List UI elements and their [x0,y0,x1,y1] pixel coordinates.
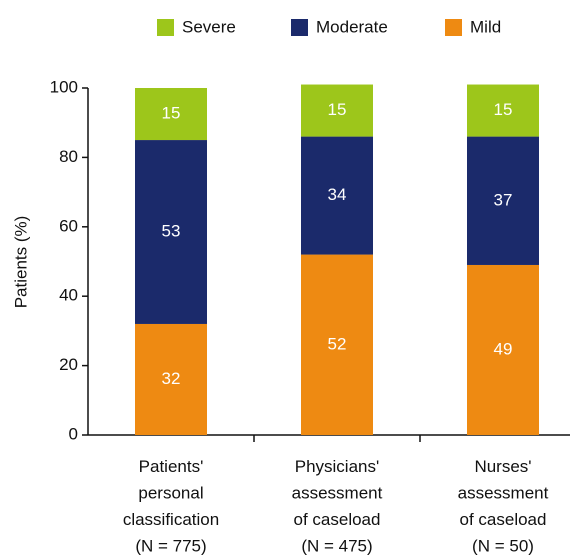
y-axis-label: Patients (%) [11,216,30,309]
bar-segment [301,84,373,137]
legend-label: Severe [182,17,236,36]
legend-label: Moderate [316,17,388,36]
bar-segment [135,323,207,435]
bar-value-label: 37 [494,190,513,209]
bar-segment [301,254,373,435]
y-tick-label: 40 [59,286,78,305]
y-tick-label: 0 [69,424,78,443]
bar-segment [135,140,207,324]
y-tick-label: 60 [59,216,78,235]
x-tick-label: Nurses' assessment of caseload (N = 50) [458,457,549,556]
bar-value-label: 52 [328,334,347,353]
legend-label: Mild [470,17,501,36]
x-tick-label: Patients' personal classification (N = 775) [123,457,219,556]
bar-value-label: 15 [328,100,347,119]
bar-value-label: 15 [162,104,181,123]
bar-segment [467,264,539,435]
y-tick-label: 20 [59,355,78,374]
bar-value-label: 32 [162,369,181,388]
bar-value-label: 15 [494,100,513,119]
bar-segment [467,136,539,265]
bar-segment [135,88,207,141]
y-tick-label: 100 [50,77,78,96]
legend-swatch [157,19,174,36]
legend-swatch [445,19,462,36]
bar-value-label: 34 [328,185,347,204]
legend-swatch [291,19,308,36]
x-tick-label: Physicians' assessment of caseload (N = 475… [292,457,383,556]
bar-value-label: 49 [494,339,513,358]
y-tick-label: 80 [59,147,78,166]
bar-value-label: 53 [162,221,181,240]
bar-segment [467,84,539,137]
bar-segment [301,136,373,255]
